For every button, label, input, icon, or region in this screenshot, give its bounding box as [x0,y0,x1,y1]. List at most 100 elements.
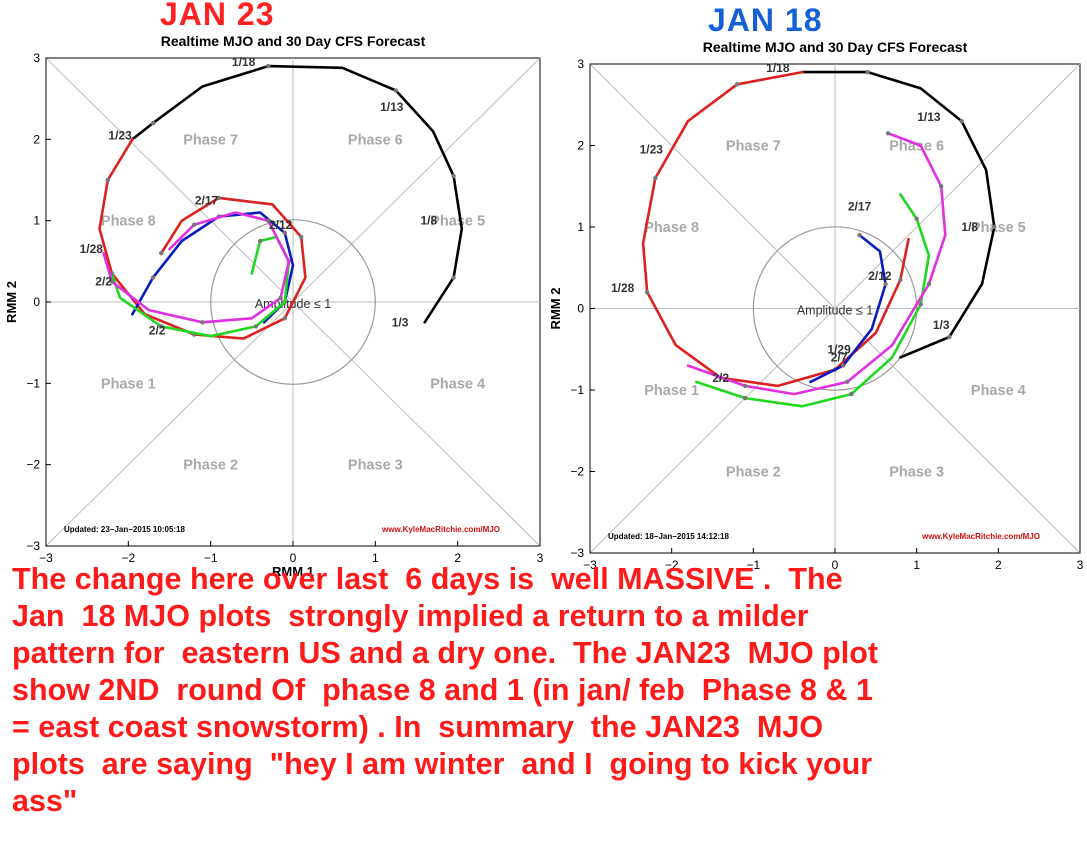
track-point [257,238,263,244]
track-point [299,234,304,240]
amplitude-circle [210,219,376,385]
x-tick-label: 0 [832,558,839,572]
mjo-track-1 [800,70,996,359]
track-point [742,395,748,401]
date-label: 1/23 [640,143,664,157]
date-label: 1/8 [421,214,438,228]
phase-label-3: Phase 3 [889,465,944,481]
track-point [885,131,891,136]
mjo-track-4 [694,193,931,408]
date-label: 1/18 [766,61,790,75]
track-point [159,251,164,256]
track-point [266,63,271,69]
date-stamp-jan18: JAN 18 [708,2,823,38]
phase-label-3: Phase 3 [348,458,403,474]
y-tick-label: −3 [26,539,40,553]
track-point [282,316,287,321]
y-tick-label: −1 [570,383,584,397]
x-tick-label: 2 [995,558,1002,572]
y-tick-label: 3 [577,57,584,71]
date-label: 2/2 [712,371,729,385]
track-point [282,230,287,236]
phase-label-7: Phase 7 [726,139,781,155]
track-point [865,69,870,75]
track-point [914,216,919,222]
track-point [451,275,456,280]
date-label: 1/8 [961,220,978,234]
amplitude-label: Amplitude ≤ 1 [797,304,873,318]
track-point [266,218,271,223]
mjo-track-3 [809,233,887,384]
date-label: 1/28 [80,242,104,256]
phase-label-4: Phase 4 [430,376,485,392]
phase-label-6: Phase 6 [889,139,944,155]
track-point [959,118,964,124]
updated-timestamp: Updated: 18−Jan−2015 14:12:18 [608,532,730,541]
track-point [840,363,846,368]
x-tick-label: 0 [290,551,297,565]
track-point [192,222,197,227]
date-label: 2/2 [95,275,112,289]
date-label: 1/3 [933,318,950,332]
credit-url: www.KyleMacRitchie.com/MJO [921,532,1040,541]
date-label: 2/17 [195,193,219,207]
phase-label-7: Phase 7 [183,132,238,148]
track-point [150,275,156,280]
phase-label-4: Phase 4 [971,383,1026,399]
phase-label-1: Phase 1 [101,376,156,392]
x-tick-label: 1 [372,551,379,565]
updated-timestamp: Updated: 23−Jan−2015 10:05:18 [64,525,186,534]
x-axis-label: RMM 1 [272,564,314,579]
amplitude-circle [752,226,918,391]
mjo-chart-jan23: Realtime MJO and 30 Day CFS ForecastAmpl… [4,33,544,579]
phase-label-2: Phase 2 [183,458,238,474]
date-label: 1/29 [827,342,851,356]
x-tick-label: 3 [537,551,544,565]
chart-title: Realtime MJO and 30 Day CFS Forecast [703,39,968,55]
x-tick-label: 3 [1077,558,1084,572]
x-tick-label: −3 [39,551,53,565]
y-tick-label: −2 [26,458,40,472]
mjo-chart-jan18: Realtime MJO and 30 Day CFS Forecast Ampl… [548,39,1084,572]
track-point [849,391,854,397]
date-stamp-jan23: JAN 23 [160,0,275,32]
mjo-track-3 [131,211,295,324]
y-tick-label: −3 [570,546,584,560]
date-label: 1/13 [917,110,941,124]
x-tick-label: −1 [746,558,760,572]
y-tick-label: 2 [577,139,584,153]
track-point [992,224,997,230]
track-point [857,232,862,238]
track-point [918,302,923,307]
phase-label-8: Phase 8 [101,214,156,230]
y-axis-label: RMM 2 [4,281,19,323]
y-tick-label: 0 [33,295,40,309]
date-label: 2/12 [868,269,892,283]
mjo-track-5 [686,132,947,396]
date-label: 1/18 [232,55,256,69]
date-label: 1/23 [108,128,132,142]
x-tick-label: −1 [204,551,218,565]
track-point [845,379,850,385]
track-point [898,277,903,283]
x-tick-label: −2 [121,551,135,565]
date-label: 2/7 [831,350,848,364]
track-point [644,290,650,295]
mjo-track-2 [98,138,307,340]
track-point [742,383,748,389]
y-tick-label: 1 [33,214,40,228]
phase-label-5: Phase 5 [430,214,485,230]
track-point [105,177,110,183]
track-point [159,324,164,329]
date-label: 1/3 [392,315,409,329]
y-axis-label: RMM 2 [548,288,563,330]
track-point [393,88,399,93]
track-point [451,173,456,179]
mjo-track-2 [641,70,910,388]
date-label: 2/2 [149,324,166,338]
track-point [653,175,658,181]
y-tick-label: 2 [33,132,40,146]
track-point [947,334,952,340]
date-label: 2/17 [848,200,872,214]
phase-label-1: Phase 1 [644,383,699,399]
